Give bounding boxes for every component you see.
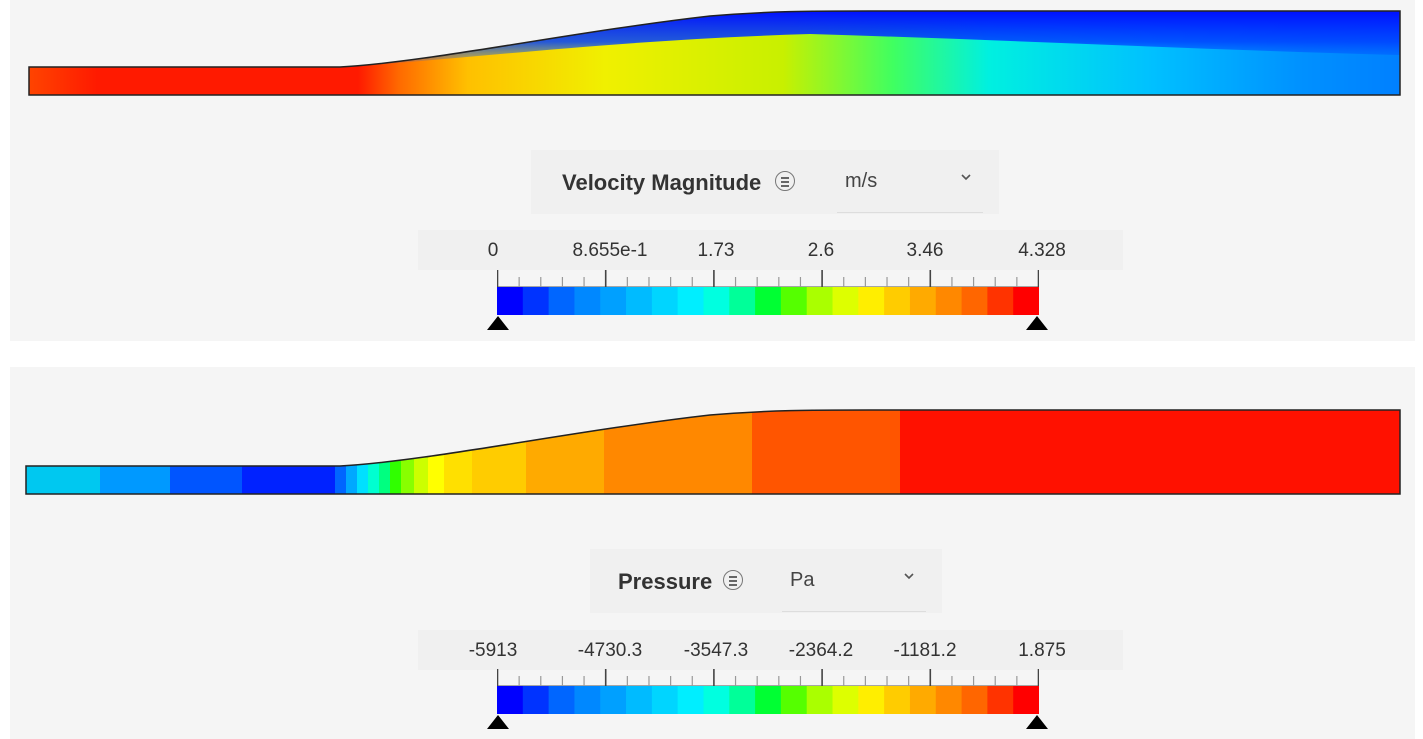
pressure-max-handle[interactable] [1026, 715, 1048, 729]
colorbar-segment [522, 287, 550, 315]
velocity-tick-label: 8.655e-1 [572, 240, 648, 261]
colorbar-segment [806, 287, 834, 315]
pressure-unit-value: Pa [790, 569, 815, 591]
list-icon[interactable] [775, 171, 795, 191]
pressure-tick-marks [497, 669, 1039, 687]
velocity-scale-labels [418, 230, 1123, 270]
colorbar-segment [884, 686, 911, 714]
velocity-unit-select[interactable]: m/s [837, 150, 983, 213]
colorbar-segment [780, 287, 808, 315]
velocity-max-handle[interactable] [1026, 316, 1048, 330]
colorbar-segment [548, 287, 575, 315]
velocity-tick-label: 2.6 [807, 240, 835, 261]
colorbar-segment [1013, 287, 1039, 315]
colorbar-segment [522, 686, 550, 714]
colorbar-segment [703, 287, 730, 315]
colorbar-segment [729, 287, 756, 315]
velocity-tick-label: 3.46 [906, 240, 944, 261]
colorbar-segment [497, 686, 524, 714]
chevron-down-icon [904, 573, 914, 580]
velocity-tick-marks [497, 270, 1039, 288]
colorbar-segment [626, 686, 653, 714]
pressure-result-panel: Pressure Pa -5913 -4730.3 -3547.3 -2364.… [10, 367, 1415, 739]
colorbar-segment [858, 686, 885, 714]
pressure-tick-label: -4730.3 [577, 640, 643, 661]
list-icon[interactable] [723, 570, 743, 590]
colorbar-segment [755, 686, 782, 714]
pressure-tick-label: -5913 [468, 640, 518, 661]
velocity-contour-plot[interactable] [10, 0, 1415, 110]
pressure-tick-label: -2364.2 [788, 640, 854, 661]
velocity-unit-value: m/s [845, 170, 878, 192]
pressure-unit-select[interactable]: Pa [782, 549, 926, 612]
colorbar-segment [909, 287, 937, 315]
colorbar-segment [961, 686, 988, 714]
pressure-scale-labels [418, 630, 1123, 670]
velocity-legend-title: Velocity Magnitude [562, 170, 762, 195]
pressure-tick-label: -3547.3 [683, 640, 749, 661]
colorbar-segment [626, 287, 653, 315]
colorbar-segment [548, 686, 575, 714]
colorbar-segment [935, 686, 963, 714]
chevron-down-icon [961, 174, 971, 181]
colorbar-segment [832, 686, 859, 714]
colorbar-segment [651, 287, 679, 315]
colorbar-segment [832, 287, 859, 315]
pressure-legend-header: Pressure Pa [590, 549, 942, 613]
colorbar-segment [497, 287, 524, 315]
velocity-tick-label: 4.328 [1018, 240, 1066, 261]
colorbar-segment [729, 686, 756, 714]
velocity-result-panel: Velocity Magnitude m/s 0 8.655e-1 1.73 2… [10, 0, 1415, 341]
pressure-min-handle[interactable] [487, 715, 509, 729]
colorbar-segment [806, 686, 834, 714]
pressure-tick-label: 1.875 [1018, 640, 1066, 661]
pressure-legend-title: Pressure [618, 569, 713, 594]
colorbar-segment [780, 686, 808, 714]
colorbar-segment [755, 287, 782, 315]
colorbar-segment [574, 287, 601, 315]
colorbar-segment [600, 686, 627, 714]
colorbar-segment [961, 287, 988, 315]
colorbar-segment [858, 287, 885, 315]
colorbar-segment [574, 686, 601, 714]
colorbar-segment [651, 686, 679, 714]
pressure-tick-label: -1181.2 [893, 640, 957, 661]
velocity-min-handle[interactable] [487, 316, 509, 330]
velocity-tick-label: 1.73 [697, 240, 735, 261]
colorbar-segment [1013, 686, 1039, 714]
colorbar-segment [884, 287, 911, 315]
colorbar-segment [677, 287, 704, 315]
velocity-tick-label: 0 [487, 240, 499, 261]
colorbar-segment [935, 287, 963, 315]
velocity-legend-header: Velocity Magnitude m/s [531, 150, 999, 214]
colorbar-segment [703, 686, 730, 714]
colorbar-segment [909, 686, 937, 714]
colorbar-segment [987, 287, 1014, 315]
colorbar-segment [987, 686, 1014, 714]
pressure-colorbar [497, 686, 1039, 714]
pressure-contour-plot[interactable] [10, 367, 1415, 507]
colorbar-segment [600, 287, 627, 315]
velocity-colorbar [497, 287, 1039, 315]
colorbar-segment [677, 686, 704, 714]
